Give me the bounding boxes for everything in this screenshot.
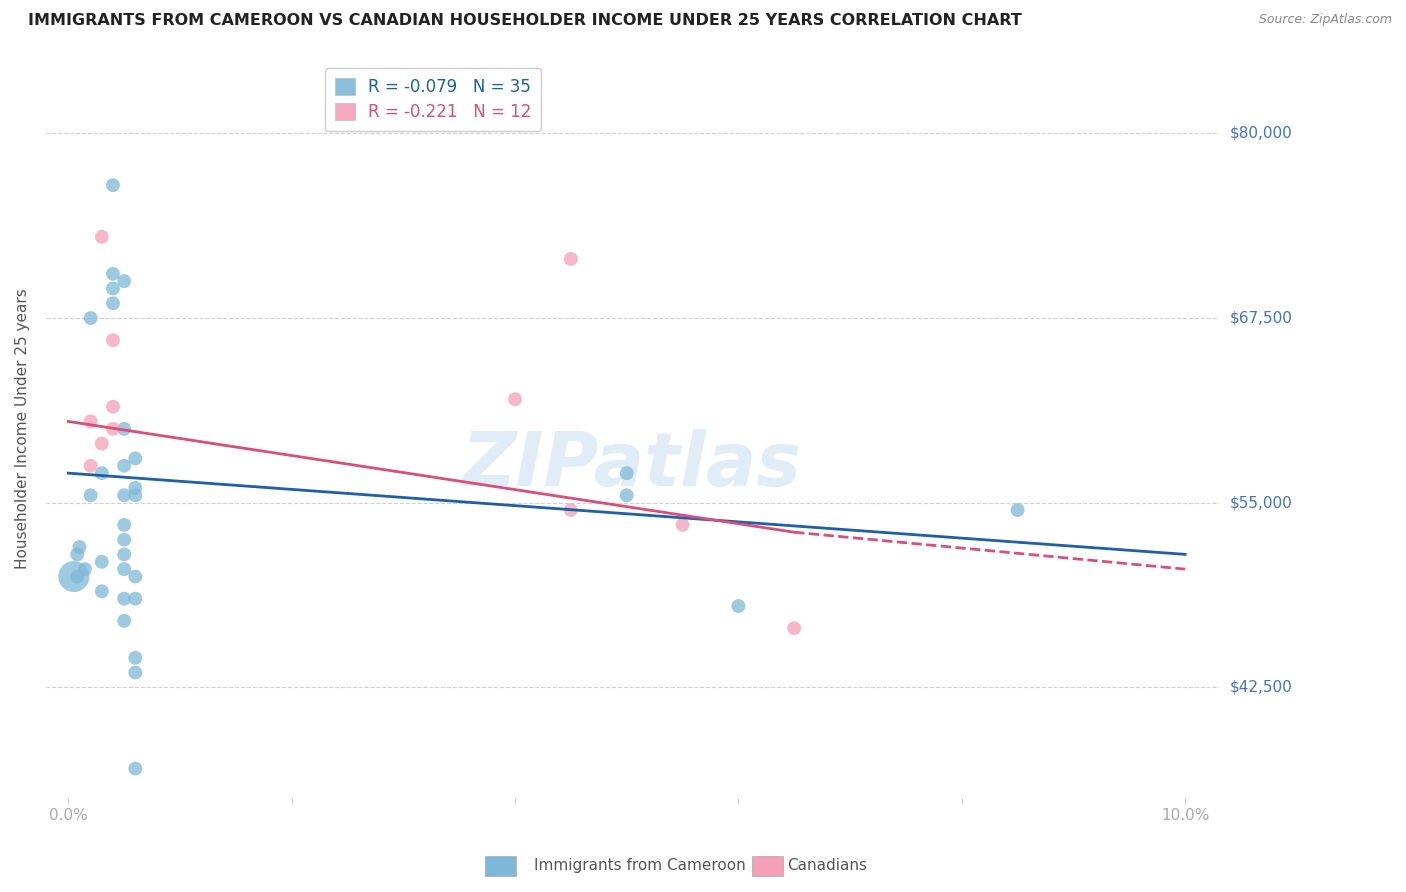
Text: $80,000: $80,000: [1230, 126, 1292, 141]
Point: [73, 562, 96, 576]
Point: [101, 400, 124, 414]
Point: [124, 569, 146, 583]
Point: [124, 650, 146, 665]
Text: Source: ZipAtlas.com: Source: ZipAtlas.com: [1258, 13, 1392, 27]
Point: [101, 333, 124, 347]
Point: [112, 458, 135, 473]
Text: $67,500: $67,500: [1230, 310, 1292, 326]
Point: [560, 252, 582, 266]
Point: [90, 436, 112, 450]
Point: [90, 584, 112, 599]
Point: [112, 547, 135, 561]
Point: [101, 281, 124, 295]
Point: [112, 533, 135, 547]
Point: [79, 311, 101, 326]
Point: [616, 488, 638, 502]
Text: $42,500: $42,500: [1230, 680, 1292, 695]
Point: [616, 466, 638, 480]
Point: [783, 621, 806, 635]
Point: [79, 488, 101, 502]
Point: [90, 230, 112, 244]
Point: [112, 422, 135, 436]
Point: [112, 488, 135, 502]
Point: [1007, 503, 1029, 517]
Text: ZIPatlas: ZIPatlas: [463, 429, 803, 502]
Point: [101, 178, 124, 193]
Point: [503, 392, 526, 407]
Point: [124, 488, 146, 502]
Point: [90, 555, 112, 569]
Text: $55,000: $55,000: [1230, 495, 1292, 510]
Point: [124, 481, 146, 495]
Point: [63, 569, 86, 583]
Point: [101, 422, 124, 436]
Point: [112, 562, 135, 576]
Point: [124, 451, 146, 466]
Point: [671, 517, 693, 532]
Point: [124, 762, 146, 776]
Text: Immigrants from Cameroon: Immigrants from Cameroon: [534, 858, 747, 872]
Point: [79, 414, 101, 428]
Point: [112, 517, 135, 532]
Text: Canadians: Canadians: [787, 858, 868, 872]
Point: [727, 599, 749, 613]
Point: [112, 591, 135, 606]
Point: [101, 267, 124, 281]
Point: [112, 274, 135, 288]
Point: [66, 569, 89, 583]
Point: [560, 503, 582, 517]
Text: IMMIGRANTS FROM CAMEROON VS CANADIAN HOUSEHOLDER INCOME UNDER 25 YEARS CORRELATI: IMMIGRANTS FROM CAMEROON VS CANADIAN HOU…: [28, 13, 1022, 29]
Point: [101, 296, 124, 310]
Point: [66, 547, 89, 561]
Point: [112, 614, 135, 628]
Point: [124, 665, 146, 680]
Legend: R = -0.079   N = 35, R = -0.221   N = 12: R = -0.079 N = 35, R = -0.221 N = 12: [325, 68, 541, 131]
Point: [69, 540, 91, 554]
Y-axis label: Householder Income Under 25 years: Householder Income Under 25 years: [15, 288, 30, 569]
Point: [90, 466, 112, 480]
Point: [124, 591, 146, 606]
Point: [79, 458, 101, 473]
